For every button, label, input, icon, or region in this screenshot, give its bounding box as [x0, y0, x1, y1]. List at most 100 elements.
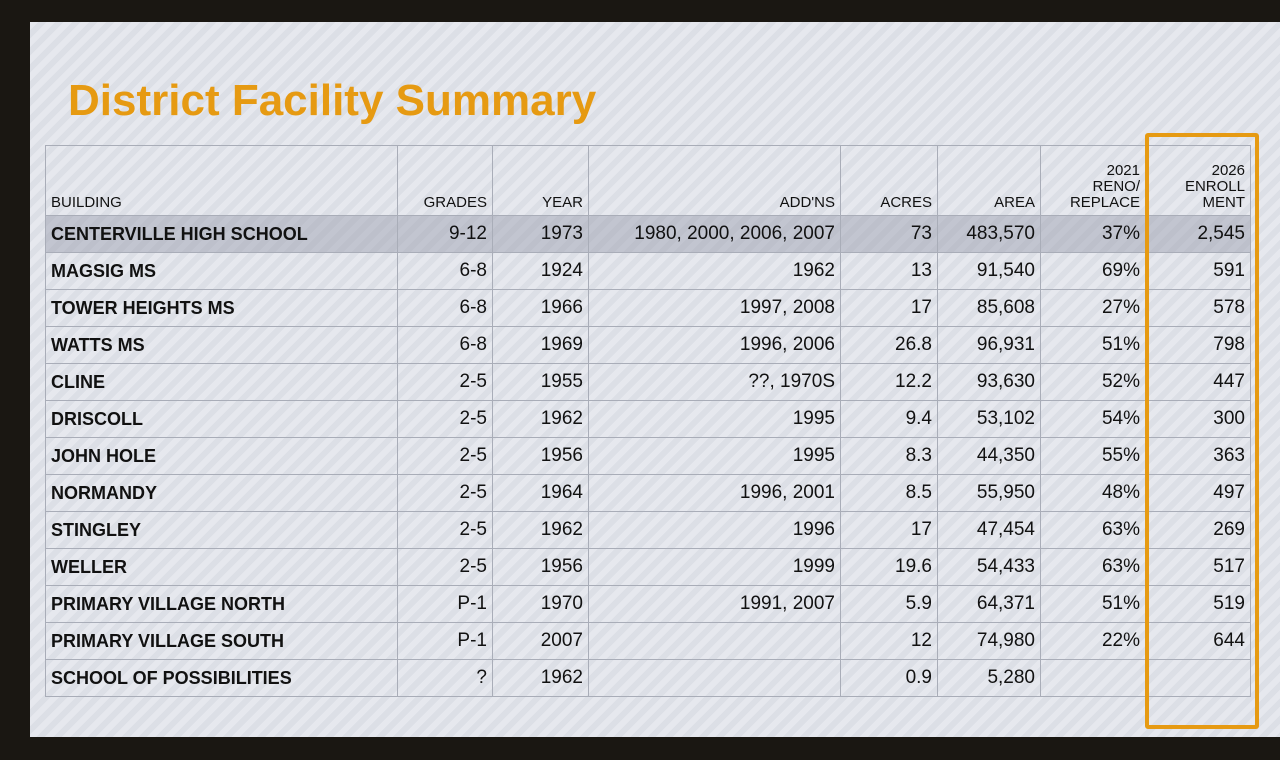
data-cell: 6-8 — [397, 252, 493, 290]
data-cell: P-1 — [397, 622, 493, 660]
header-line: 2026 — [1211, 162, 1245, 179]
data-cell: 47,454 — [937, 511, 1041, 549]
data-cell: 53,102 — [937, 400, 1041, 438]
building-cell: WATTS MS — [45, 326, 398, 364]
column-header: ADD'NS — [588, 145, 841, 216]
data-cell: 1962 — [492, 511, 589, 549]
data-cell: 22% — [1040, 622, 1146, 660]
data-cell: 2,545 — [1145, 215, 1251, 253]
data-cell: 55,950 — [937, 474, 1041, 512]
data-cell: 54% — [1040, 400, 1146, 438]
data-cell: 2-5 — [397, 363, 493, 401]
data-cell: 1995 — [588, 437, 841, 475]
building-cell: STINGLEY — [45, 511, 398, 549]
table-row: JOHN HOLE 2-5 1956 1995 8.3 44,350 55% 363 — [45, 437, 1251, 475]
data-cell: 13 — [840, 252, 938, 290]
data-cell — [588, 659, 841, 697]
facility-table: BUILDING GRADES YEAR ADD'NS ACRES AREA 2021 REN… — [45, 145, 1251, 697]
header-line: MENT — [1202, 194, 1246, 211]
data-cell: 96,931 — [937, 326, 1041, 364]
data-cell: 2-5 — [397, 400, 493, 438]
data-cell: 69% — [1040, 252, 1146, 290]
data-cell: 798 — [1145, 326, 1251, 364]
data-cell — [588, 622, 841, 660]
data-cell: 5,280 — [937, 659, 1041, 697]
data-cell: 9-12 — [397, 215, 493, 253]
data-cell: 1956 — [492, 437, 589, 475]
building-cell: WELLER — [45, 548, 398, 586]
header-line: BUILDING — [51, 194, 122, 211]
building-cell: JOHN HOLE — [45, 437, 398, 475]
data-cell: 8.3 — [840, 437, 938, 475]
table-row: SCHOOL OF POSSIBILITIES? 1962 0.9 5,280 — [45, 659, 1251, 697]
data-cell — [1145, 659, 1251, 697]
table-body: CENTERVILLE HIGH SCHOOL 9-12 1973 1980, 200… — [45, 215, 1251, 697]
data-cell: 12.2 — [840, 363, 938, 401]
data-cell: 1924 — [492, 252, 589, 290]
data-cell: 1999 — [588, 548, 841, 586]
data-cell: 1973 — [492, 215, 589, 253]
data-cell: 2-5 — [397, 511, 493, 549]
data-cell: ? — [397, 659, 493, 697]
table-row: TOWER HEIGHTS MS 6-8 1966 1997, 2008 17 85,60… — [45, 289, 1251, 327]
header-line: AREA — [994, 194, 1035, 211]
data-cell: 85,608 — [937, 289, 1041, 327]
header-row: BUILDING GRADES YEAR ADD'NS ACRES AREA 2021 REN… — [45, 145, 1251, 216]
data-cell: 1980, 2000, 2006, 2007 — [588, 215, 841, 253]
data-cell: 12 — [840, 622, 938, 660]
building-cell: CLINE — [45, 363, 398, 401]
data-cell: 591 — [1145, 252, 1251, 290]
data-cell: 1996 — [588, 511, 841, 549]
data-cell: 1991, 2007 — [588, 585, 841, 623]
data-cell: 2-5 — [397, 437, 493, 475]
data-cell: 1966 — [492, 289, 589, 327]
data-cell: 6-8 — [397, 326, 493, 364]
data-cell: 54,433 — [937, 548, 1041, 586]
table-row: DRISCOLL 2-5 1962 1995 9.4 53,102 54% 300 — [45, 400, 1251, 438]
data-cell: 52% — [1040, 363, 1146, 401]
building-cell: PRIMARY VILLAGE NORTH — [45, 585, 398, 623]
header-line: ACRES — [880, 194, 932, 211]
data-cell: 2007 — [492, 622, 589, 660]
data-cell: 27% — [1040, 289, 1146, 327]
table-row: PRIMARY VILLAGE SOUTH P-1 2007 12 74,980 22% 6… — [45, 622, 1251, 660]
data-cell: 55% — [1040, 437, 1146, 475]
data-cell: 19.6 — [840, 548, 938, 586]
column-header: AREA — [937, 145, 1041, 216]
data-cell: 91,540 — [937, 252, 1041, 290]
data-cell: 37% — [1040, 215, 1146, 253]
highlight-box — [1145, 133, 1259, 729]
column-header: ACRES — [840, 145, 938, 216]
data-cell: 300 — [1145, 400, 1251, 438]
table-row: WATTS MS 6-8 1969 1996, 2006 26.8 96,931 51% 79… — [45, 326, 1251, 364]
data-cell: 26.8 — [840, 326, 938, 364]
data-cell — [1040, 659, 1146, 697]
data-cell: 17 — [840, 511, 938, 549]
data-cell: 497 — [1145, 474, 1251, 512]
data-cell: 6-8 — [397, 289, 493, 327]
table-row: PRIMARY VILLAGE NORTH P-1 1970 1991, 2007 5.… — [45, 585, 1251, 623]
data-cell: 1962 — [492, 400, 589, 438]
building-cell: NORMANDY — [45, 474, 398, 512]
table-row: STINGLEY 2-5 1962 1996 17 47,454 63% 269 — [45, 511, 1251, 549]
data-cell: 0.9 — [840, 659, 938, 697]
data-cell: 73 — [840, 215, 938, 253]
building-cell: PRIMARY VILLAGE SOUTH — [45, 622, 398, 660]
data-cell: 1964 — [492, 474, 589, 512]
data-cell: 5.9 — [840, 585, 938, 623]
column-header: 2026 ENROLL MENT — [1145, 145, 1251, 216]
data-cell: 2-5 — [397, 548, 493, 586]
column-header: YEAR — [492, 145, 589, 216]
building-cell: CENTERVILLE HIGH SCHOOL — [45, 215, 398, 253]
data-cell: 44,350 — [937, 437, 1041, 475]
table-row: CLINE 2-5 1955??, 1970S 12.2 93,630 52% 447 — [45, 363, 1251, 401]
data-cell: 1969 — [492, 326, 589, 364]
header-line: ADD'NS — [779, 194, 835, 211]
data-cell: 483,570 — [937, 215, 1041, 253]
data-cell: 363 — [1145, 437, 1251, 475]
data-cell: 63% — [1040, 548, 1146, 586]
data-cell: 1996, 2006 — [588, 326, 841, 364]
building-cell: TOWER HEIGHTS MS — [45, 289, 398, 327]
title: District Facility Summary — [68, 76, 597, 125]
building-cell: MAGSIG MS — [45, 252, 398, 290]
